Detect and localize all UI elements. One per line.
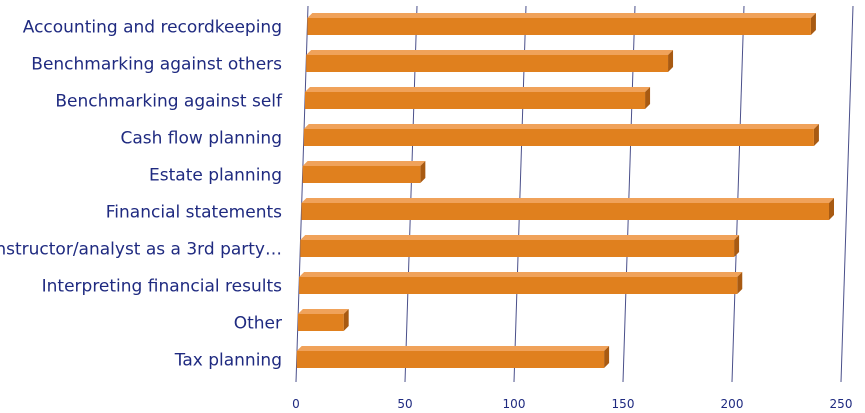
category-label: Benchmarking against self bbox=[55, 92, 283, 112]
bar bbox=[307, 13, 816, 35]
gridline bbox=[731, 5, 745, 383]
bar-top-face bbox=[296, 346, 610, 351]
bar-side-face bbox=[810, 13, 816, 35]
bar-side-face bbox=[604, 346, 610, 368]
bar-side-face bbox=[737, 272, 743, 294]
bar-side-face bbox=[343, 309, 349, 331]
x-tick-label: 200 bbox=[721, 397, 744, 411]
category-label: Interpreting financial results bbox=[42, 277, 283, 297]
bar bbox=[306, 50, 674, 72]
x-tick-label: 250 bbox=[830, 397, 853, 411]
category-label-layer: Accounting and recordkeeping Benchmarking… bbox=[0, 18, 283, 371]
bar bbox=[296, 346, 610, 368]
bar bbox=[301, 198, 835, 220]
bar-top-face bbox=[302, 161, 426, 166]
bar-front-face bbox=[307, 18, 811, 35]
bar-top-face bbox=[307, 13, 816, 18]
category-label: Other bbox=[234, 314, 282, 334]
x-tick-label: 50 bbox=[397, 397, 412, 411]
category-label: Benchmarking against others bbox=[31, 55, 282, 75]
bar bbox=[304, 87, 651, 109]
bar-front-face bbox=[306, 55, 669, 72]
bar-top-face bbox=[303, 124, 819, 129]
bar bbox=[300, 235, 740, 257]
category-label: Financial statements bbox=[106, 203, 282, 223]
bar bbox=[303, 124, 819, 146]
bar-front-face bbox=[300, 240, 735, 257]
x-axis-tick-layer: 0 50 100 150 200 250 bbox=[292, 397, 852, 411]
x-tick-label: 150 bbox=[612, 397, 635, 411]
bar bbox=[299, 272, 743, 294]
bar-side-face bbox=[829, 198, 835, 220]
bar-top-face bbox=[299, 272, 743, 277]
bar-front-face bbox=[301, 203, 830, 220]
category-label: Tax planning bbox=[174, 351, 282, 371]
bar-top-face bbox=[304, 87, 651, 92]
bar-top-face bbox=[300, 235, 740, 240]
bar-side-face bbox=[813, 124, 819, 146]
bar-front-face bbox=[296, 351, 605, 368]
bar-front-face bbox=[299, 277, 738, 294]
category-label: Estate planning bbox=[149, 166, 282, 186]
bar-side-face bbox=[734, 235, 740, 257]
category-label: Instructor/analyst as a 3rd party… bbox=[0, 240, 282, 260]
bar-front-face bbox=[304, 92, 646, 109]
bar bbox=[297, 309, 349, 331]
bar-front-face bbox=[303, 129, 814, 146]
bar bbox=[302, 161, 426, 183]
bar-layer bbox=[296, 13, 835, 368]
bar-front-face bbox=[297, 314, 344, 331]
gridline bbox=[840, 5, 854, 383]
bar-top-face bbox=[297, 309, 349, 314]
bar-top-face bbox=[301, 198, 835, 203]
x-tick-label: 0 bbox=[292, 397, 300, 411]
category-label: Accounting and recordkeeping bbox=[23, 18, 282, 38]
x-tick-label: 100 bbox=[503, 397, 526, 411]
bar-top-face bbox=[306, 50, 674, 55]
bar-side-face bbox=[645, 87, 651, 109]
bar-front-face bbox=[302, 166, 421, 183]
bar-side-face bbox=[420, 161, 426, 183]
category-label: Cash flow planning bbox=[120, 129, 282, 149]
bar-side-face bbox=[668, 50, 674, 72]
